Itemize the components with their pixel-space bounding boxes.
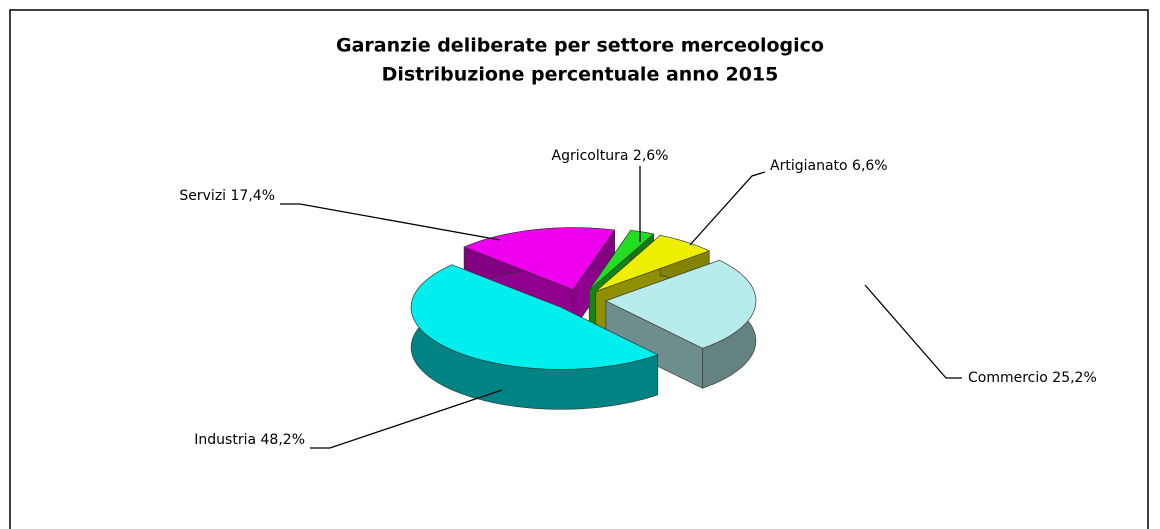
slice-top: [588, 230, 655, 291]
slice-label: Agricoltura 2,6%: [552, 148, 669, 164]
leader-line: [310, 389, 503, 449]
leader-line: [280, 203, 501, 241]
leader-line: [689, 171, 766, 246]
slice-label: Servizi 17,4%: [179, 188, 275, 204]
slice-label: Industria 48,2%: [194, 432, 305, 448]
leader-line: [864, 284, 962, 379]
slice-category: Servizi: [179, 188, 226, 204]
pie-slice: [605, 259, 757, 389]
slice-label: Artigianato 6,6%: [770, 158, 888, 174]
slice-value: 25,2%: [1052, 370, 1096, 386]
slice-category: Industria: [194, 432, 256, 448]
slice-category: Commercio: [968, 370, 1048, 386]
slice-value: 48,2%: [261, 432, 305, 448]
slice-top: [463, 227, 616, 290]
slice-value: 6,6%: [852, 158, 888, 174]
pie-slice: [410, 264, 659, 410]
slice-category: Artigianato: [770, 158, 848, 174]
slice-value: 2,6%: [633, 148, 669, 164]
pie-slice: [463, 227, 616, 331]
chart-title: Garanzie deliberate per settore merceolo…: [336, 35, 824, 57]
slice-category: Agricoltura: [552, 148, 629, 164]
chart-subtitle: Distribuzione percentuale anno 2015: [382, 64, 779, 86]
slice-label: Commercio 25,2%: [968, 370, 1097, 386]
slice-value: 17,4%: [231, 188, 275, 204]
slice-top: [595, 235, 711, 292]
slice-top: [410, 264, 659, 370]
slice-top: [605, 259, 757, 349]
